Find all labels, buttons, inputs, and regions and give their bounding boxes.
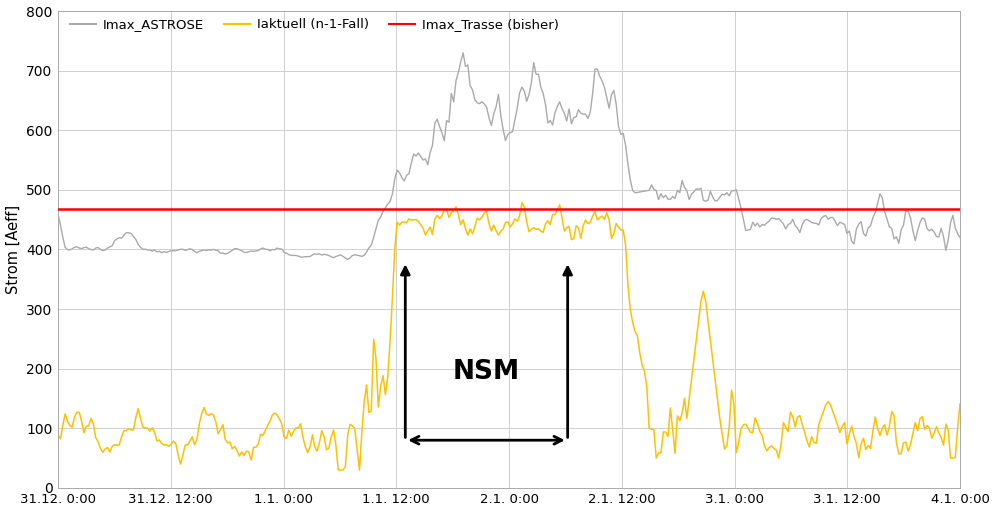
- Legend: Imax_ASTROSE, Iaktuell (n-1-Fall), Imax_Trasse (bisher): Imax_ASTROSE, Iaktuell (n-1-Fall), Imax_…: [65, 13, 564, 36]
- Y-axis label: Strom [Aeff]: Strom [Aeff]: [6, 205, 21, 294]
- Text: NSM: NSM: [452, 359, 520, 385]
